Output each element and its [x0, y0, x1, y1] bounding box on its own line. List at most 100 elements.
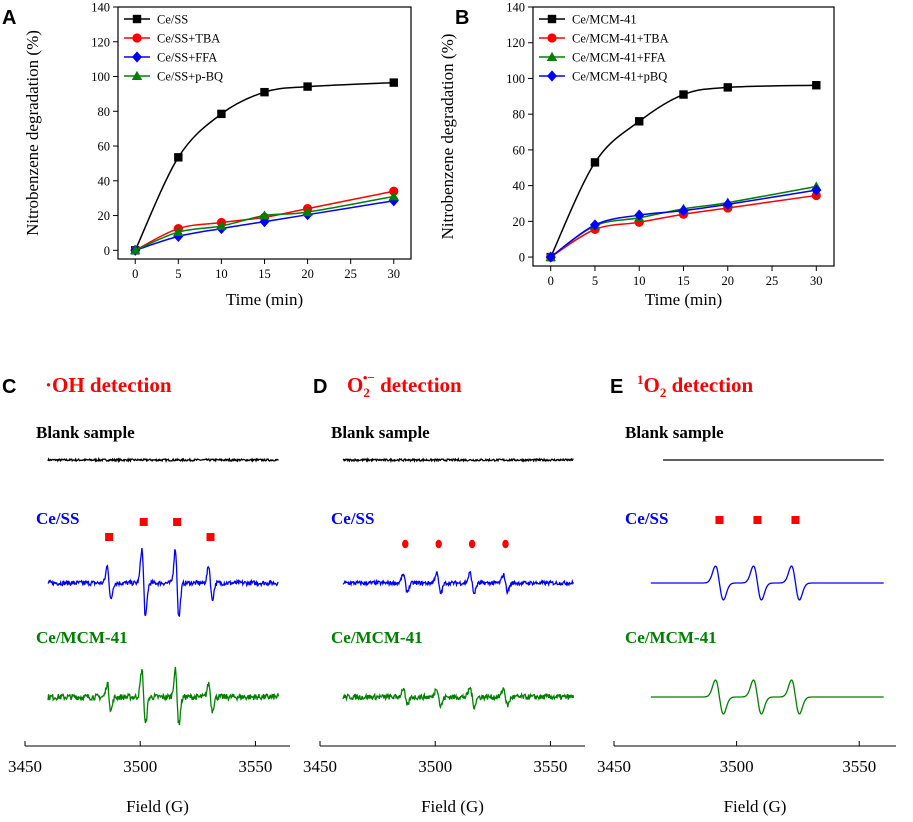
title-part: ·OH detection — [45, 373, 172, 397]
legend-label: Ce/SS+FFA — [157, 51, 217, 65]
trace-blank-sample: Blank sample — [625, 423, 884, 461]
x-tick-label: 3550 — [533, 757, 567, 776]
x-tick-label: 3450 — [8, 757, 42, 776]
data-point — [589, 219, 600, 231]
panel-title: 1O2 detection — [637, 372, 754, 400]
y-tick-label: 140 — [506, 1, 525, 15]
data-point — [389, 186, 399, 196]
data-point — [260, 87, 269, 97]
x-tick-label: 5 — [175, 267, 181, 281]
title-part: 2 — [363, 385, 370, 400]
y-tick-label: 40 — [98, 174, 111, 188]
peak-marker — [435, 539, 442, 549]
title-part: O — [644, 373, 660, 397]
trace-line — [47, 666, 280, 726]
series-ce-mcm-41: Ce/MCM-41 — [539, 13, 821, 262]
y-axis-label: Nitrobenzene degradation (%) — [23, 30, 42, 236]
y-tick-label: 140 — [91, 1, 110, 15]
x-tick-label: 20 — [722, 274, 735, 288]
panel-title: ·OH detection — [45, 373, 172, 397]
legend-swatch-marker — [132, 51, 142, 63]
y-tick-label: 40 — [513, 179, 526, 193]
peak-marker — [753, 516, 762, 524]
peak-marker — [468, 539, 476, 549]
panel-letter: E — [610, 376, 623, 398]
data-point — [811, 184, 822, 196]
x-tick-label: 3450 — [303, 757, 337, 776]
y-tick-label: 120 — [506, 36, 525, 50]
trace-ce-ss: Ce/SS — [331, 509, 575, 596]
trace-ce-mcm-41: Ce/MCM-41 — [36, 628, 280, 726]
y-tick-label: 0 — [519, 251, 525, 265]
plot-frame — [532, 6, 835, 267]
sample-label: Blank sample — [36, 423, 135, 442]
legend-label: Ce/MCM-41 — [572, 13, 637, 27]
x-tick-label: 3450 — [597, 757, 631, 776]
sample-label: Blank sample — [625, 423, 724, 442]
trace-line — [650, 679, 884, 715]
y-tick-label: 80 — [98, 105, 111, 119]
peak-marker — [791, 516, 800, 524]
x-tick-label: 3550 — [842, 757, 876, 776]
peak-marker — [139, 518, 148, 526]
x-axis-label: Field (G) — [126, 797, 189, 816]
sample-label: Ce/MCM-41 — [331, 628, 423, 647]
data-point — [678, 205, 689, 217]
legend-label: Ce/SS — [157, 13, 188, 27]
data-point — [259, 210, 270, 220]
sample-label: Ce/MCM-41 — [625, 628, 717, 647]
legend-label: Ce/SS+p-BQ — [157, 70, 223, 84]
peak-marker — [105, 533, 114, 541]
y-axis-label: Nitrobenzene degradation (%) — [438, 34, 457, 240]
data-point — [216, 220, 227, 230]
sample-label: Ce/MCM-41 — [36, 628, 128, 647]
title-part: O — [347, 373, 363, 397]
peak-marker — [173, 518, 182, 526]
x-tick-label: 3500 — [720, 757, 754, 776]
x-tick-label: 25 — [766, 274, 779, 288]
title-part: detection — [666, 373, 753, 397]
x-axis-label: Time (min) — [645, 290, 722, 309]
x-tick-label: 15 — [677, 274, 690, 288]
legend-swatch-marker — [131, 70, 143, 80]
data-point — [173, 226, 184, 237]
y-tick-label: 20 — [513, 215, 526, 229]
x-tick-label: 0 — [132, 267, 138, 281]
legend-swatch-marker — [132, 33, 142, 43]
series-line — [550, 84, 817, 258]
trace-line — [342, 570, 575, 596]
peak-marker — [206, 533, 215, 541]
trace-line — [47, 456, 279, 464]
x-tick-label: 30 — [388, 267, 401, 281]
x-tick-label: 20 — [301, 267, 314, 281]
legend-label: Ce/MCM-41+FFA — [572, 51, 666, 65]
trace-blank-sample: Blank sample — [331, 423, 574, 464]
data-point — [635, 117, 644, 126]
legend-swatch-marker — [547, 70, 557, 82]
y-tick-label: 0 — [104, 244, 110, 258]
x-tick-label: 3500 — [418, 757, 452, 776]
legend-swatch-marker — [547, 33, 557, 43]
series-line — [134, 81, 394, 251]
x-tick-label: 5 — [592, 274, 598, 288]
series-ce-mcm-41-tba: Ce/MCM-41+TBA — [539, 32, 821, 262]
panel-letter: D — [313, 376, 327, 398]
x-axis-label: Field (G) — [421, 797, 484, 816]
data-point — [130, 245, 141, 255]
trace-line — [342, 457, 574, 464]
data-point — [217, 109, 226, 119]
legend-swatch-marker — [546, 51, 558, 61]
panel-title: O2•− detection — [347, 370, 462, 400]
legend-label: Ce/MCM-41+pBQ — [572, 70, 667, 84]
data-point — [679, 90, 688, 99]
trace-blank-sample: Blank sample — [36, 423, 279, 464]
y-tick-label: 100 — [506, 72, 525, 86]
legend-label: Ce/MCM-41+TBA — [572, 32, 669, 46]
x-axis-label: Time (min) — [226, 290, 303, 309]
title-part: 1 — [637, 372, 644, 387]
peak-marker — [502, 539, 509, 549]
trace-line — [47, 547, 279, 618]
sample-label: Ce/SS — [331, 509, 374, 528]
sample-label: Blank sample — [331, 423, 430, 442]
